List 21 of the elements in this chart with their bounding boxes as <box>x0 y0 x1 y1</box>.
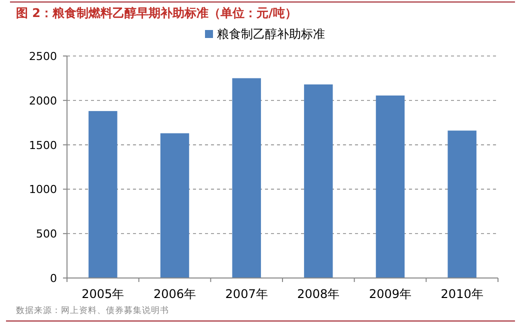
bar <box>376 96 405 278</box>
y-tick-label: 2500 <box>29 50 57 63</box>
bar <box>88 111 118 278</box>
y-tick-label: 0 <box>50 272 57 285</box>
y-tick-label: 1000 <box>29 183 57 196</box>
x-tick-label: 2010年 <box>440 287 484 301</box>
x-tick-label: 2006年 <box>153 287 196 301</box>
x-tick-label: 2009年 <box>368 287 412 301</box>
source-note: 数据来源：网上资料、债券募集说明书 <box>16 305 169 316</box>
x-tick-label: 2005年 <box>82 287 124 301</box>
y-tick-label: 500 <box>36 228 57 241</box>
bar <box>304 84 333 278</box>
y-tick-label: 2000 <box>29 94 57 108</box>
legend-label: 粮食制乙醇补助标准 <box>217 27 325 41</box>
bar <box>232 78 261 278</box>
x-tick-label: 2007年 <box>225 287 268 301</box>
bar <box>448 130 476 278</box>
bar <box>160 133 190 278</box>
y-tick-label: 1500 <box>29 138 57 152</box>
x-tick-label: 2008年 <box>297 287 340 301</box>
chart-title: 图 2：粮食制燃料乙醇早期补助标准（单位：元/吨） <box>16 6 297 20</box>
